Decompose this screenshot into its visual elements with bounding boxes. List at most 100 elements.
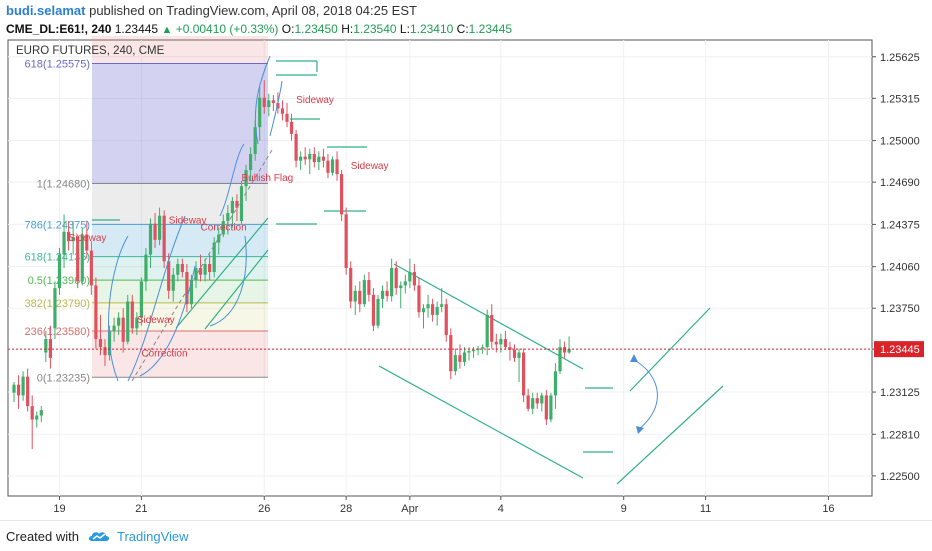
- candle-body: [12, 384, 16, 393]
- candle-body: [371, 294, 376, 326]
- candle-body: [408, 272, 412, 282]
- candle-body: [494, 341, 498, 345]
- annotation-label: Sideway: [296, 95, 334, 106]
- candle-body: [148, 223, 153, 255]
- candle-body: [490, 314, 494, 342]
- tradingview-brand[interactable]: TradingView: [116, 528, 189, 544]
- arrow-curve: [254, 55, 271, 145]
- flag-line-1: [204, 249, 269, 330]
- candle-body: [549, 395, 553, 420]
- fib-zone-top: [92, 36, 268, 64]
- candle-body: [517, 352, 521, 358]
- candle-body: [285, 113, 289, 122]
- fib-zone: [92, 280, 268, 303]
- candle-body: [130, 301, 134, 329]
- annotation-label: Sideway: [169, 216, 207, 227]
- arrow-curve: [108, 235, 129, 382]
- candle-body: [312, 154, 316, 163]
- y-tick-label: 1.25625: [880, 52, 920, 64]
- candle-body: [394, 268, 398, 289]
- x-tick-label: Apr: [401, 503, 418, 515]
- candle-body: [48, 339, 52, 358]
- candle-body: [212, 242, 216, 273]
- annotation-label: Sideway: [69, 233, 107, 244]
- candle-body: [162, 215, 166, 262]
- candle-body: [471, 349, 476, 352]
- candle-body: [230, 200, 234, 214]
- arrow-curve: [269, 80, 283, 137]
- candle-body: [89, 250, 93, 286]
- x-tick-label: 4: [498, 503, 504, 515]
- candle-body: [367, 280, 371, 295]
- close-label: C:: [456, 22, 469, 36]
- fib-zone: [92, 183, 268, 225]
- candle-body: [244, 170, 248, 187]
- fib-zone: [92, 302, 268, 332]
- arrow-head-icon: [636, 426, 644, 434]
- candle-body: [171, 274, 175, 291]
- fib-level-label: 236(1.23580): [25, 326, 90, 338]
- fib-zone: [92, 331, 268, 378]
- candle-body: [94, 285, 98, 340]
- candle-body: [444, 304, 448, 336]
- candle-body: [135, 317, 139, 329]
- plot-frame: [7, 39, 873, 497]
- candle-body: [194, 268, 198, 281]
- candle-body: [35, 415, 39, 420]
- arrow-curve: [127, 215, 186, 382]
- symbol-label: CME_DL:E61!, 240: [6, 22, 112, 36]
- rising-channel-lower: [616, 385, 724, 485]
- candle-body: [512, 349, 517, 358]
- last-price-badge: [874, 341, 924, 358]
- candle-body: [189, 280, 194, 305]
- candle-body: [526, 395, 530, 409]
- candle-body: [544, 395, 548, 420]
- fib-level-label: 786(1.24375): [25, 219, 90, 231]
- candle-body: [349, 268, 353, 302]
- candle-body: [235, 200, 239, 208]
- x-tick-label: 28: [340, 503, 352, 515]
- candle-body: [403, 281, 407, 286]
- candle-body: [358, 290, 362, 305]
- candle-body: [426, 304, 430, 309]
- candle-body: [458, 355, 462, 362]
- candle-body: [98, 339, 103, 348]
- footer: Created with TradingView: [0, 520, 932, 551]
- candle-body: [376, 298, 380, 326]
- price-chart[interactable]: 1.25625 1.25315 1.25000 1.24690 1.24375 1.240…: [0, 36, 932, 520]
- fib-level-label: 0(1.23235): [37, 372, 90, 384]
- candle-body: [553, 371, 558, 396]
- published-text: published on TradingView.com, April 08, …: [89, 3, 417, 18]
- candle-body: [144, 254, 148, 282]
- candle-body: [76, 237, 80, 282]
- flag-line-2: [175, 217, 269, 329]
- last-price: 1.23445: [114, 22, 159, 36]
- annotation-label: Correction: [201, 222, 247, 233]
- high-value: 1.23540: [353, 22, 397, 36]
- x-tick-label: 16: [822, 503, 834, 515]
- arrow-curve: [635, 360, 658, 431]
- candle-body: [326, 160, 330, 173]
- candle-body: [558, 347, 562, 372]
- candle-body: [262, 97, 266, 108]
- candle-body: [21, 376, 25, 396]
- candle-body: [217, 234, 221, 243]
- fib-level-label: 618(1.25575): [25, 58, 90, 70]
- candle-body: [103, 347, 107, 356]
- author-link[interactable]: budi.selamat: [6, 3, 86, 18]
- change-value: +0.00410 (+0.33%): [175, 22, 279, 36]
- candle-body: [380, 290, 385, 299]
- candle-body: [62, 231, 66, 255]
- x-tick-label: 19: [53, 503, 65, 515]
- candle-body: [117, 317, 121, 326]
- candle-body: [67, 231, 71, 242]
- candle-body: [226, 213, 230, 222]
- y-tick-label: 1.24060: [880, 262, 920, 274]
- dashed-guide: [131, 149, 273, 382]
- chart-area[interactable]: 1.25625 1.25315 1.25000 1.24690 1.24375 1.240…: [0, 36, 932, 520]
- x-tick-label: 11: [700, 503, 711, 515]
- candle-body: [317, 156, 321, 163]
- x-tick-label: 26: [258, 503, 270, 515]
- candle-body: [535, 398, 539, 404]
- candle-body: [431, 304, 435, 315]
